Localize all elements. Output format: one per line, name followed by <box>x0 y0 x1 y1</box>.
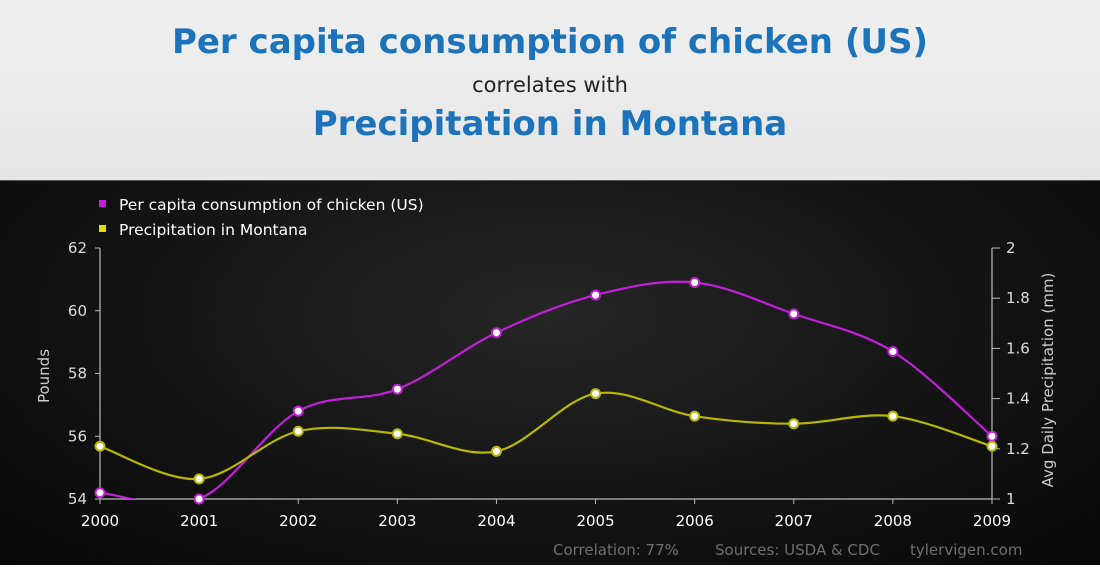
title-connector: correlates with <box>472 73 628 97</box>
legend-swatch-series-1 <box>99 200 106 207</box>
y-left-tick-label-58: 58 <box>68 365 87 383</box>
data-point-series-2-2003 <box>391 428 403 440</box>
data-point-series-2-2008 <box>887 410 899 422</box>
data-point-series-1-2008 <box>887 346 899 358</box>
x-tick-label-2008: 2008 <box>874 512 912 530</box>
footer-correlation: Correlation: 77% <box>553 541 679 559</box>
x-tick-label-2007: 2007 <box>775 512 813 530</box>
data-point-series-1-2003 <box>391 383 403 395</box>
footer-site: tylervigen.com <box>910 541 1022 559</box>
series-line-2 <box>99 391 993 481</box>
data-point-series-2-2002 <box>292 425 304 437</box>
data-point-series-1-2002 <box>292 405 304 417</box>
data-point-series-1-2004 <box>490 327 502 339</box>
y-right-tick-label-1: 1 <box>1006 490 1016 508</box>
data-points <box>94 277 998 505</box>
data-point-series-2-2006 <box>689 410 701 422</box>
data-point-series-2-2005 <box>590 388 602 400</box>
y-right-tick-label-1.4: 1.4 <box>1006 390 1030 408</box>
chart-header: Per capita consumption of chicken (US) c… <box>0 0 1100 180</box>
x-tick-label-2000: 2000 <box>81 512 119 530</box>
data-point-series-2-2009 <box>986 440 998 452</box>
y-left-axis-label: Pounds <box>35 349 53 403</box>
title-series-1: Per capita consumption of chicken (US) <box>171 22 929 62</box>
footer-sources: Sources: USDA & CDC <box>715 541 880 559</box>
y-right-axis-label: Avg Daily Precipitation (mm) <box>1039 273 1057 488</box>
series-line-1 <box>99 280 993 499</box>
x-tick-label-2002: 2002 <box>279 512 317 530</box>
data-point-series-1-2005 <box>590 289 602 301</box>
y-right-tick-label-1.8: 1.8 <box>1006 289 1030 307</box>
data-point-series-1-2006 <box>689 277 701 289</box>
x-tick-label-2009: 2009 <box>973 512 1011 530</box>
x-tick-label-2006: 2006 <box>676 512 714 530</box>
data-point-series-2-2007 <box>788 418 800 430</box>
y-left-tick-label-56: 56 <box>68 427 87 445</box>
data-point-series-1-2007 <box>788 308 800 320</box>
series-lines <box>99 280 993 499</box>
y-left-tick-label-62: 62 <box>68 239 87 257</box>
y-right-tick-label-1.2: 1.2 <box>1006 440 1030 458</box>
line-chart: Per capita consumption of chicken (US) P… <box>35 196 1057 559</box>
x-tick-label-2003: 2003 <box>378 512 416 530</box>
data-point-series-2-2000 <box>94 440 106 452</box>
x-tick-label-2005: 2005 <box>576 512 614 530</box>
axes: 2000 2001 2002 2003 2004 2005 2006 2007 2008 2009… <box>68 239 1030 530</box>
y-right-tick-label-2: 2 <box>1006 239 1016 257</box>
data-point-series-2-2001 <box>193 473 205 485</box>
x-tick-label-2004: 2004 <box>477 512 515 530</box>
y-left-tick-label-54: 54 <box>68 490 87 508</box>
x-tick-label-2001: 2001 <box>180 512 218 530</box>
chart-panel: Per capita consumption of chicken (US) P… <box>0 180 1100 565</box>
data-point-series-1-2001 <box>193 493 205 505</box>
data-point-series-1-2000 <box>94 487 106 499</box>
title-series-2: Precipitation in Montana <box>312 104 788 144</box>
data-point-series-2-2004 <box>490 445 502 457</box>
y-right-tick-label-1.6: 1.6 <box>1006 339 1030 357</box>
legend-swatch-series-2 <box>99 225 106 232</box>
y-left-tick-label-60: 60 <box>68 302 87 320</box>
legend-label-series-2: Precipitation in Montana <box>119 221 307 239</box>
legend-label-series-1: Per capita consumption of chicken (US) <box>119 196 424 214</box>
legend: Per capita consumption of chicken (US) P… <box>99 196 424 239</box>
data-point-series-1-2009 <box>986 430 998 442</box>
